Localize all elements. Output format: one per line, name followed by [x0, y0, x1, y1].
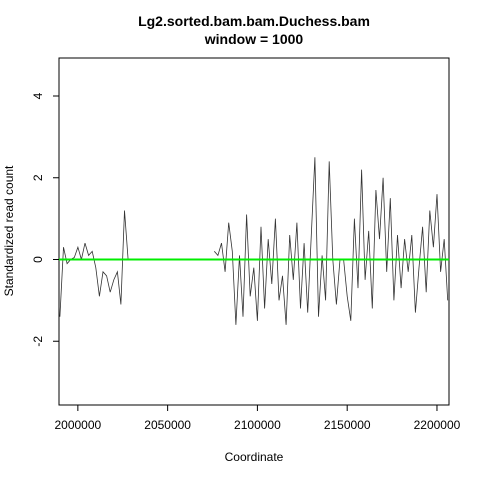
y-tick-label: 0 — [31, 256, 45, 263]
plot-box — [58, 57, 450, 406]
y-tick-label: 2 — [31, 174, 45, 181]
x-tick-label: 2050000 — [144, 418, 191, 432]
y-axis-label: Standardized read count — [2, 165, 16, 296]
x-tick-label: 2000000 — [54, 418, 101, 432]
x-tick-label: 2150000 — [324, 418, 371, 432]
x-tick-label: 2100000 — [234, 418, 281, 432]
x-tick-label: 2200000 — [414, 418, 461, 432]
x-axis-label: Coordinate — [225, 450, 284, 464]
chart-subtitle: window = 1000 — [204, 31, 304, 47]
y-tick-label: 4 — [31, 92, 45, 99]
y-tick-label: -2 — [31, 336, 45, 347]
chart-title: Lg2.sorted.bam.bam.Duchess.bam — [138, 13, 370, 29]
